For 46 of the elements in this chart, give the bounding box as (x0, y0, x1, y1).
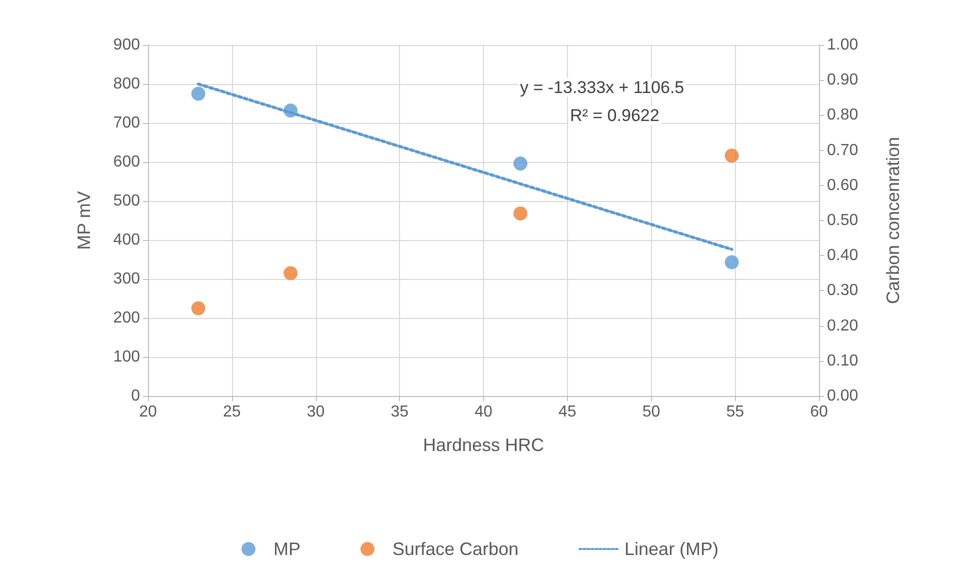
point (191, 86, 206, 101)
point (513, 206, 528, 220)
x-axis-title: Hardness HRC (422, 435, 544, 455)
y-tick-label: 600 (113, 154, 140, 170)
y2-tick-label: 0.40 (827, 247, 858, 264)
point (513, 156, 528, 171)
y-tick-label: 700 (113, 114, 140, 132)
legend-label: Linear (MP) (624, 539, 719, 559)
y-tick-label: 500 (113, 192, 140, 210)
y2-tick-label: 0.00 (827, 388, 858, 404)
y2-tick-label: 0.60 (827, 176, 858, 194)
y2-tick-label: 1.00 (827, 36, 858, 54)
y2-tick-label: 0.80 (827, 106, 858, 124)
point (191, 301, 206, 316)
y-tick-label: 200 (113, 310, 140, 326)
point (284, 104, 298, 118)
annotation: R² = 0.9622 (570, 106, 660, 125)
x-tick-label: 55 (726, 404, 744, 420)
y2-tick-label: 0.30 (827, 282, 858, 300)
point (284, 266, 298, 280)
y-tick-label: 0 (131, 388, 140, 404)
x-tick-label: 60 (810, 404, 828, 420)
y2-tick-label: 0.90 (827, 72, 858, 89)
annotation: y = -13.333x + 1106.5 (520, 78, 684, 97)
y-tick-label: 300 (113, 270, 140, 288)
x-tick-label: 40 (474, 404, 492, 420)
x-tick-label: 25 (222, 404, 241, 420)
y-tick-label: 900 (113, 36, 140, 54)
x-tick-label: 35 (390, 404, 409, 420)
legend-label: MP (273, 539, 300, 559)
legend-label: Surface Carbon (392, 539, 519, 559)
y-tick-label: 400 (113, 232, 140, 248)
y-axis-title: MP mV (74, 191, 94, 250)
point (724, 255, 739, 270)
y-tick-label: 100 (113, 348, 140, 366)
y2-axis-title: Carbon concenration (883, 136, 903, 304)
point (724, 148, 739, 163)
x-tick-label: 45 (558, 404, 576, 420)
y2-tick-label: 0.20 (827, 317, 858, 334)
y2-tick-label: 0.70 (827, 142, 858, 159)
y2-tick-label: 0.10 (827, 352, 858, 370)
y2-tick-label: 0.50 (827, 212, 858, 229)
x-tick-label: 20 (139, 404, 157, 420)
x-tick-label: 30 (306, 404, 325, 420)
x-tick-label: 50 (642, 404, 660, 420)
y-tick-label: 800 (113, 76, 140, 92)
